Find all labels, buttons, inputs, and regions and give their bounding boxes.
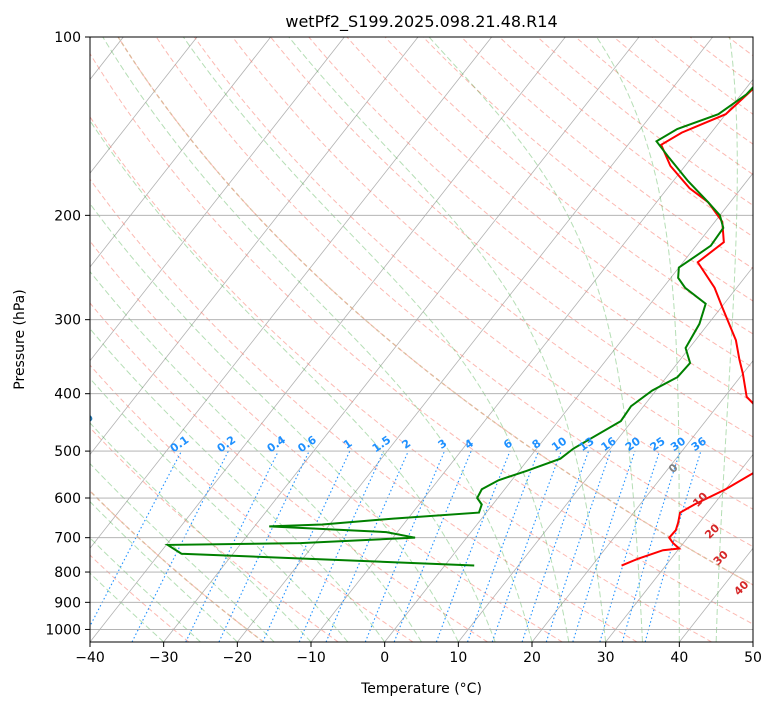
isotherm-lines	[90, 37, 753, 642]
y-tick-label: 300	[54, 313, 81, 329]
dry-adiabat-line	[613, 37, 753, 145]
x-tick-label: 0	[380, 650, 389, 666]
x-axis-label: Temperature (°C)	[360, 681, 482, 697]
x-tick-label: 40	[670, 650, 688, 666]
dry-adiabat-line	[308, 37, 753, 403]
mixing-ratio-line	[621, 450, 681, 642]
moist-adiabat-line	[90, 422, 312, 642]
x-tick-label: 30	[597, 650, 615, 666]
plot-frame	[89, 36, 754, 643]
y-axis-ticks: 1000 900 800 700 600 500 400 300 200 100	[45, 30, 90, 638]
x-tick-label: −40	[75, 650, 105, 666]
dry-adiabat-label: -10	[73, 411, 96, 435]
mixing-ratio-line	[521, 450, 590, 642]
y-tick-label: 800	[54, 565, 81, 581]
y-tick-label: 1000	[45, 622, 81, 638]
mixing-ratio-line	[491, 450, 562, 642]
moist-adiabat-line	[90, 377, 349, 642]
x-tick-label: 50	[744, 650, 762, 666]
isotherm-line	[90, 37, 419, 456]
dry-adiabat-line	[90, 116, 712, 642]
x-tick-label: 20	[523, 650, 541, 666]
dry-adiabat-line	[90, 52, 753, 625]
y-tick-label: 900	[54, 595, 81, 611]
moist-adiabat-line	[90, 270, 422, 642]
dry-adiabat-line	[384, 37, 753, 335]
x-tick-label: −20	[223, 650, 253, 666]
y-tick-label: 200	[54, 208, 81, 224]
isotherm-line	[384, 172, 753, 642]
pressure-gridlines	[90, 37, 753, 630]
isotherm-line	[90, 37, 492, 549]
y-tick-label: 600	[54, 491, 81, 507]
x-axis-ticks: −40 −30 −20 −10 0 10 20 30 40 50	[75, 642, 762, 666]
isotherm-line	[458, 266, 753, 642]
mixing-ratio-line	[545, 450, 612, 642]
mixing-ratio-line	[298, 450, 385, 642]
x-tick-label: −30	[149, 650, 179, 666]
dry-adiabat-line	[90, 427, 339, 642]
moist-adiabat-line	[102, 37, 533, 642]
isotherm-line	[605, 453, 753, 642]
mixing-ratio-line	[325, 450, 409, 642]
sounding-series	[164, 85, 753, 567]
mixing-ratio-line	[131, 450, 229, 642]
dry-adiabat-line	[193, 37, 753, 510]
moist-adiabat-line	[182, 37, 570, 642]
x-tick-label: −10	[296, 650, 326, 666]
moist-adiabat-line	[596, 37, 680, 642]
isotherm-line	[90, 37, 271, 268]
mixing-ratio-line	[599, 450, 661, 642]
mixing-ratio-line	[435, 450, 511, 642]
isotherm-line	[531, 360, 753, 642]
moist-adiabat-lines	[90, 37, 753, 642]
dry-adiabat-line	[270, 37, 753, 438]
moist-adiabat-line	[428, 37, 643, 642]
moist-adiabat-line	[288, 37, 607, 642]
moist-adiabat-line	[90, 328, 386, 642]
plot-area: 0.10.20.40.611.52346810131620253036-100-…	[73, 37, 753, 642]
dry-adiabat-line	[346, 37, 753, 369]
dry-adiabat-line	[460, 37, 753, 270]
chart-title: wetPf2_S199.2025.098.21.48.R14	[285, 12, 557, 32]
y-tick-label: 100	[54, 30, 81, 46]
mixing-ratio-line	[393, 450, 472, 642]
dry-adiabat-line	[155, 37, 753, 548]
isotherm-line	[90, 37, 566, 642]
isotherm-line	[163, 37, 640, 642]
mixing-ratio-lines	[90, 450, 702, 642]
mixing-ratio-line	[644, 450, 702, 642]
x-tick-label: 10	[449, 650, 467, 666]
dry-adiabat-line	[90, 364, 414, 642]
moist-adiabat-line	[90, 119, 496, 642]
mixing-ratio-line	[572, 450, 636, 642]
reference-adiabat-line	[117, 37, 753, 586]
mixing-ratio-line	[466, 450, 540, 642]
isotherm-line	[237, 37, 713, 642]
y-axis-label: Pressure (hPa)	[12, 289, 28, 389]
dewpoint-line	[164, 85, 753, 567]
dry-adiabat-line	[232, 37, 753, 474]
dry-adiabat-line	[537, 37, 753, 206]
y-tick-label: 400	[54, 387, 81, 403]
temperature-line	[621, 87, 753, 567]
y-tick-label: 500	[54, 444, 81, 460]
y-tick-label: 700	[54, 531, 81, 547]
moist-adiabat-line	[715, 37, 738, 642]
reference-adiabat-line	[90, 490, 264, 642]
moist-adiabat-line	[90, 202, 459, 642]
mixing-ratio-line	[364, 450, 446, 642]
isotherm-line	[90, 37, 345, 362]
isotherm-line	[90, 37, 198, 174]
